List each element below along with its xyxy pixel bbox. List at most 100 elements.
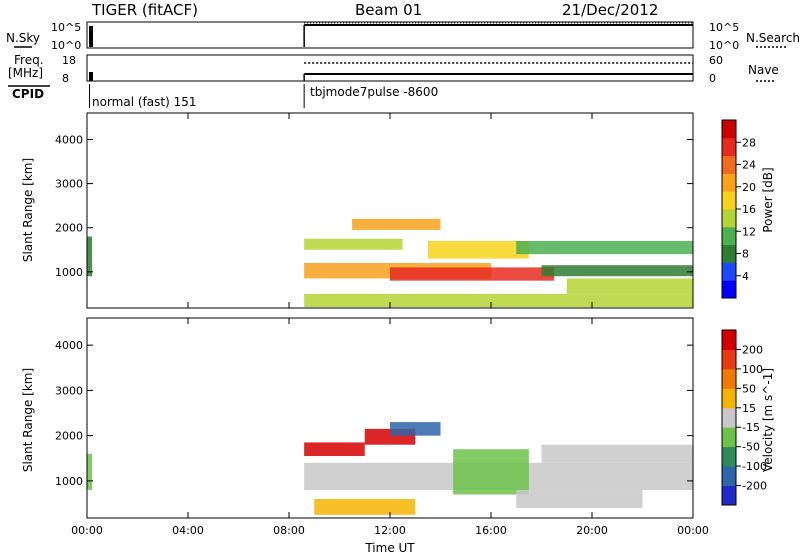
velocity-colorbar-swatch-1 bbox=[722, 485, 736, 506]
velocity-ylabel: Slant Range [km] bbox=[21, 368, 35, 472]
velocity-colorbar-swatch-4 bbox=[722, 427, 736, 448]
nsky-trace-early bbox=[89, 26, 93, 47]
power-colorbar-swatch-4 bbox=[722, 226, 736, 246]
nsky-panel-frame bbox=[86, 21, 694, 49]
velocity-colorbar-frame bbox=[721, 329, 737, 506]
power-region-10 bbox=[566, 278, 693, 294]
velocity-region-1 bbox=[87, 453, 93, 490]
status-panels bbox=[86, 21, 694, 82]
power-colorbar-swatch-10 bbox=[722, 120, 736, 139]
velocity-colorbar-swatch-5 bbox=[722, 407, 736, 428]
nsearch-tick-bottom: 10^0 bbox=[709, 39, 739, 52]
velocity-region-5 bbox=[390, 422, 441, 436]
power-ylabel: Slant Range [km] bbox=[21, 158, 35, 262]
velocity-colorbar-tick-label-4: -15 bbox=[742, 421, 760, 434]
power-colorbar-swatch-7 bbox=[722, 173, 736, 192]
power-colorbar-swatch-3 bbox=[722, 244, 736, 263]
time-xtick-label-4: 16:00 bbox=[475, 524, 507, 537]
power-ytick-label-4000: 4000 bbox=[55, 133, 83, 146]
power-colorbar-swatch-6 bbox=[722, 191, 736, 210]
time-xlabel: Time UT bbox=[364, 541, 415, 554]
velocity-colorbar-swatch-6 bbox=[722, 388, 736, 409]
power-panel: 1000 2000 3000 4000 bbox=[55, 112, 694, 309]
velocity-colorbar-tick-label-1: 100 bbox=[742, 363, 763, 376]
velocity-panel: 1000 2000 3000 4000 00:00 04:00 08:00 12:00 16:0… bbox=[55, 317, 709, 537]
velocity-colorbar-swatch-9 bbox=[722, 330, 736, 350]
time-xtick-label-6: 00:00 bbox=[677, 524, 709, 537]
velocity-region-8 bbox=[516, 489, 643, 509]
power-colorbar-label: Power [dB] bbox=[761, 167, 775, 232]
freq-trace-early bbox=[89, 72, 93, 81]
velocity-colorbar-swatch-2 bbox=[722, 466, 736, 487]
cpid-segment-2: tbjmode7pulse -8600 bbox=[310, 85, 438, 99]
power-colorbar-swatch-1 bbox=[722, 280, 736, 299]
time-xtick-label-3: 12:00 bbox=[374, 524, 406, 537]
velocity-region-3 bbox=[304, 442, 365, 457]
freq-tick-top: 18 bbox=[62, 54, 76, 67]
colorbars: 28 24 20 16 12 8 4 200 100 50 15 -15 -50 -100 -200 bbox=[721, 119, 767, 506]
nsky-tick-bottom: 10^0 bbox=[51, 39, 81, 52]
power-region-4 bbox=[390, 267, 555, 281]
velocity-colorbar-swatch-3 bbox=[722, 446, 736, 467]
power-region-6 bbox=[352, 218, 441, 230]
nave-label: Nave bbox=[748, 63, 779, 77]
power-ytick-label-3000: 3000 bbox=[55, 178, 83, 191]
power-colorbar-swatch-2 bbox=[722, 262, 736, 281]
velocity-colorbar-tick-label-5: -50 bbox=[742, 441, 760, 454]
power-colorbar-swatch-8 bbox=[722, 155, 736, 174]
nsearch-label: N.Search bbox=[746, 31, 800, 45]
velocity-colorbar-tick-label-3: 15 bbox=[742, 402, 756, 415]
velocity-colorbar-tick-label-2: 50 bbox=[742, 382, 756, 395]
power-colorbar-tick-label-3: 16 bbox=[742, 203, 756, 216]
power-colorbar-tick-label-6: 4 bbox=[742, 270, 749, 283]
time-xtick-label-1: 04:00 bbox=[172, 524, 204, 537]
time-xtick-label-5: 20:00 bbox=[576, 524, 608, 537]
power-region-9 bbox=[541, 265, 693, 277]
power-colorbar-tick-label-4: 12 bbox=[742, 225, 756, 238]
power-region-8 bbox=[516, 240, 693, 255]
station-title: TIGER (fitACF) bbox=[91, 1, 198, 19]
velocity-ytick-label-2000: 2000 bbox=[55, 430, 83, 443]
power-region-5 bbox=[304, 238, 403, 250]
velocity-colorbar-tick-label-6: -100 bbox=[742, 460, 767, 473]
power-colorbar-swatch-9 bbox=[722, 137, 736, 157]
power-region-7 bbox=[427, 240, 529, 259]
velocity-region-7 bbox=[453, 449, 529, 495]
date-title: 21/Dec/2012 bbox=[562, 1, 658, 19]
power-colorbar-swatch-5 bbox=[722, 209, 736, 228]
freq-panel-frame bbox=[86, 54, 694, 82]
power-colorbar-tick-label-2: 20 bbox=[742, 181, 756, 194]
velocity-ytick-label-3000: 3000 bbox=[55, 384, 83, 397]
power-ytick-label-2000: 2000 bbox=[55, 222, 83, 235]
power-region-1 bbox=[87, 236, 93, 277]
power-colorbar-tick-label-0: 28 bbox=[742, 136, 756, 149]
velocity-colorbar-swatch-8 bbox=[722, 349, 736, 370]
velocity-region-6 bbox=[314, 498, 416, 515]
nave-tick-bottom: 0 bbox=[709, 72, 716, 85]
nave-tick-top: 60 bbox=[709, 54, 723, 67]
freq-tick-bottom: 8 bbox=[62, 72, 69, 85]
time-xtick-label-0: 00:00 bbox=[71, 524, 103, 537]
power-colorbar-tick-label-5: 8 bbox=[742, 248, 749, 261]
velocity-colorbar-label: Velocity [m s^-1] bbox=[761, 368, 775, 472]
cpid-label: CPID bbox=[12, 87, 44, 101]
beam-title: Beam 01 bbox=[355, 1, 422, 19]
status-traces bbox=[89, 22, 693, 108]
velocity-colorbar-swatch-7 bbox=[722, 368, 736, 389]
nsky-label: N.Sky bbox=[6, 31, 40, 45]
time-xtick-label-2: 08:00 bbox=[273, 524, 305, 537]
freq-label: Freq. bbox=[14, 53, 44, 67]
cpid-segment-1: normal (fast) 151 bbox=[92, 95, 196, 109]
freq-unit: [MHz] bbox=[8, 66, 43, 80]
velocity-colorbar-tick-label-7: -200 bbox=[742, 480, 767, 493]
velocity-ytick-label-1000: 1000 bbox=[55, 475, 83, 488]
power-region-2 bbox=[304, 293, 693, 308]
power-ytick-label-1000: 1000 bbox=[55, 266, 83, 279]
nsearch-tick-top: 10^5 bbox=[709, 21, 739, 34]
power-colorbar-tick-label-1: 24 bbox=[742, 159, 756, 172]
velocity-colorbar-tick-label-0: 200 bbox=[742, 343, 763, 356]
nsky-tick-top: 10^5 bbox=[51, 21, 81, 34]
velocity-region-9 bbox=[541, 444, 693, 463]
velocity-ytick-label-4000: 4000 bbox=[55, 339, 83, 352]
